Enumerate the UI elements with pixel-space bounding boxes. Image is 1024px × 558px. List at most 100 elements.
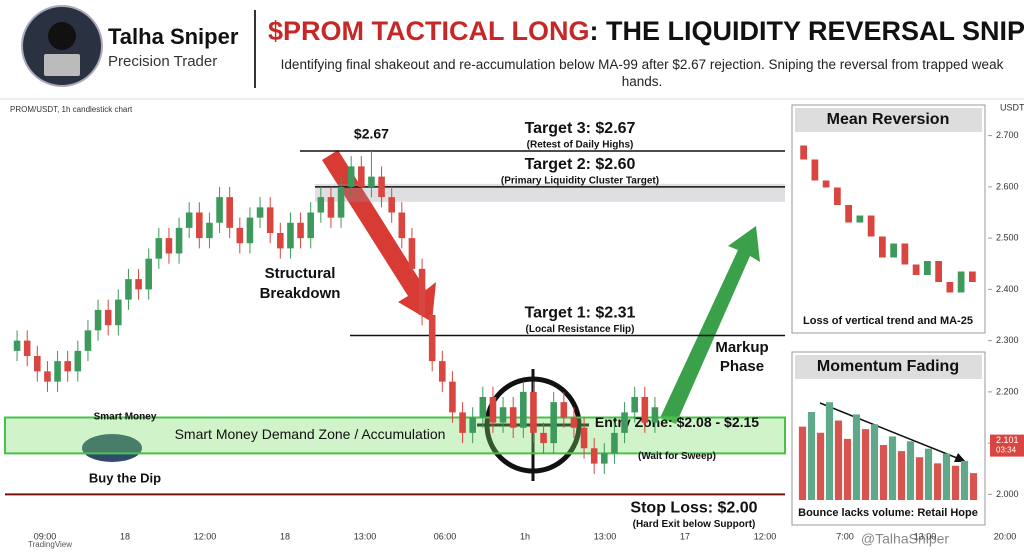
x-tick-label: 20:00 [994, 531, 1017, 541]
candle-body [540, 432, 547, 444]
whale [82, 434, 142, 462]
candle-body [469, 417, 476, 433]
volume-bar [915, 457, 924, 500]
candle-body [347, 166, 355, 187]
candle-body [969, 271, 976, 282]
trend-arrow [819, 402, 963, 461]
volume-bar [924, 448, 933, 500]
candle-body [135, 279, 142, 290]
level-note: (Retest of Daily Highs) [527, 140, 634, 151]
candle-body [439, 361, 446, 382]
candle-body [287, 222, 294, 249]
avatar-laptop [44, 54, 80, 76]
volume-bar [969, 473, 978, 500]
trend-arrow-head [954, 453, 966, 462]
level-label: Target 1: $2.31 [525, 305, 636, 322]
candle-body [54, 361, 61, 382]
level-note: (Hard Exit below Support) [633, 519, 756, 530]
subtitle: Identifying final shakeout and re-accumu… [280, 57, 1004, 89]
candle-body [580, 427, 588, 449]
candle-body [957, 271, 965, 293]
candle-body [64, 361, 71, 372]
volume-bar [816, 432, 825, 500]
candle-body [912, 264, 920, 275]
candle-body [924, 261, 931, 275]
candle-body [216, 197, 223, 223]
candle-body [822, 180, 830, 188]
zone-name: Smart Money Demand Zone / Accumulation [175, 426, 446, 442]
x-tick-label: 1h [520, 531, 530, 541]
volume-bar [852, 414, 861, 500]
down-arrow [322, 150, 436, 322]
inset-title-bg [795, 108, 982, 132]
candle-body [621, 412, 628, 433]
candle-body [890, 243, 897, 258]
annotation: Breakdown [260, 285, 341, 302]
volume-bar [906, 441, 915, 500]
candle-body [935, 261, 942, 282]
candle-body [509, 407, 517, 428]
candle-body [489, 397, 497, 423]
candle-body [901, 243, 909, 265]
candle-body [560, 402, 568, 418]
x-tick-label: 7:00 [836, 531, 854, 541]
candle-body [368, 176, 375, 187]
candle-body [327, 197, 335, 218]
candle-body [611, 432, 618, 454]
author-role: Precision Trader [108, 53, 217, 70]
level-label: Target 3: $2.67 [525, 120, 636, 137]
x-tick-label: 18 [280, 531, 290, 541]
candle-body [165, 238, 173, 254]
volume-bar [843, 438, 852, 500]
candle-body [856, 215, 864, 223]
axis-unit: USDT [1000, 102, 1024, 112]
candle-body [834, 187, 841, 205]
y-tick-label: 2.600 [996, 181, 1019, 191]
candle-body [845, 205, 852, 223]
y-tick-label: 2.300 [996, 335, 1019, 345]
annotation: Buy the Dip [89, 470, 161, 485]
candle-body [44, 371, 51, 382]
volume-bar [807, 412, 816, 500]
x-tick-label: 17 [680, 531, 690, 541]
candle-body [601, 453, 608, 464]
inset-caption: Bounce lacks volume: Retail Hope [798, 507, 978, 519]
candle-body [946, 282, 954, 293]
candle-body [145, 258, 152, 290]
candle-body [479, 397, 487, 418]
volume-bar [960, 460, 969, 500]
candle-body [800, 145, 807, 160]
candle-body [499, 407, 507, 423]
chart-title: PROM/USDT, 1h candlestick chart [10, 105, 133, 114]
price-tag [990, 434, 1024, 457]
candle-body [246, 217, 254, 244]
candle-body [23, 340, 31, 356]
countdown: 03:34 [996, 446, 1017, 455]
candle-body [418, 268, 426, 315]
candle-body [550, 402, 557, 444]
candle-body [185, 212, 193, 228]
candle-body [94, 309, 102, 331]
volume-bar [825, 402, 834, 500]
main-title: $PROM TACTICAL LONG: THE LIQUIDITY REVER… [268, 16, 1024, 46]
candle-body [811, 159, 819, 181]
candle-body [641, 397, 649, 423]
cluster-band [315, 183, 785, 202]
x-tick-label: 06:00 [434, 531, 457, 541]
x-tick-label: 09:00 [34, 531, 57, 541]
volume-bar [951, 465, 960, 500]
candle-body [631, 397, 638, 413]
candle-body [155, 238, 163, 259]
volume-bar [870, 424, 879, 500]
candle-body [408, 238, 416, 269]
level-note: (Primary Liquidity Cluster Target) [501, 176, 659, 187]
candle-body [74, 350, 82, 372]
candle-body [317, 197, 325, 213]
candle-body [236, 227, 244, 244]
author-name: Talha Sniper [108, 24, 239, 49]
candle-body [398, 212, 406, 239]
candle-body [307, 212, 314, 239]
inset-caption: Loss of vertical trend and MA-25 [803, 315, 973, 327]
annotation: Smart Money [94, 412, 157, 423]
